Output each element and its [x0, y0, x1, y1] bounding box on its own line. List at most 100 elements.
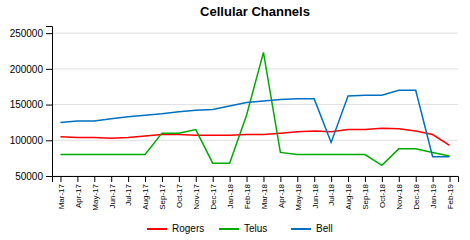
x-tick-label: Nov-18: [395, 183, 404, 209]
x-tick: Jan-18: [226, 176, 235, 208]
x-tick-mark: [128, 176, 129, 182]
x-tick-mark: [60, 176, 61, 182]
legend-swatch: [219, 228, 239, 230]
x-tick: Dec-17: [209, 176, 218, 210]
x-tick: Aug-17: [141, 176, 150, 210]
x-tick: Mar-17: [57, 176, 66, 209]
x-tick: Aug-18: [344, 176, 353, 210]
x-tick-label: Dec-17: [209, 183, 218, 209]
x-tick-label: Jan-19: [429, 183, 438, 208]
legend-label: Rogers: [172, 223, 204, 234]
x-tick-label: Oct-17: [175, 183, 184, 208]
legend-item: Bell: [291, 223, 333, 234]
x-tick-label: Nov-17: [192, 183, 201, 209]
chart: 50000 100000 150000 200000 250000 Mar-17 Apr-1…: [0, 0, 470, 240]
x-tick-label: May-18: [294, 183, 303, 210]
x-tick-label: Aug-18: [344, 183, 353, 209]
x-tick: Jun-17: [108, 176, 117, 208]
x-tick-label: May-17: [91, 183, 100, 210]
x-tick-label: Mar-17: [57, 183, 66, 209]
x-tick: Sep-17: [158, 176, 167, 210]
y-axis-line: [46, 27, 53, 177]
legend: Rogers Telus Bell: [147, 223, 333, 234]
x-tick: Mar-18: [260, 176, 269, 209]
x-tick: Jan-19: [429, 176, 438, 208]
x-tick-mark: [196, 176, 197, 182]
x-tick-label: Jun-18: [311, 183, 320, 208]
x-tick-mark: [111, 176, 112, 182]
x-tick-mark: [162, 176, 163, 182]
legend-item: Telus: [219, 223, 267, 234]
x-tick-label: Jul-18: [327, 183, 336, 205]
x-tick: Oct-18: [378, 176, 387, 208]
y-tick-label: 150000: [10, 99, 44, 110]
x-tick: Apr-18: [277, 176, 286, 208]
plot: 50000 100000 150000 200000 250000 Mar-17 Apr-1…: [10, 27, 459, 211]
x-tick: Jul-18: [327, 176, 336, 206]
x-tick-mark: [450, 176, 451, 182]
x-tick-label: Mar-18: [260, 183, 269, 209]
x-tick-mark: [297, 176, 298, 182]
x-tick-label: Dec-18: [412, 183, 421, 209]
y-tick: 150000: [10, 99, 52, 110]
series-line: [60, 128, 449, 145]
title: Cellular Channels: [200, 4, 310, 19]
x-tick-mark: [247, 176, 248, 182]
grid-line: [52, 33, 458, 34]
x-tick: Sep-18: [361, 176, 370, 210]
y-tick-mark: [46, 105, 52, 106]
legend-swatch: [147, 228, 167, 230]
y-tick: 250000: [10, 28, 52, 39]
lines: [60, 52, 449, 165]
x-tick-mark: [230, 176, 231, 182]
y-tick: 100000: [10, 135, 52, 146]
series-line: [60, 52, 449, 165]
x-tick-mark: [416, 176, 417, 182]
x-tick: Oct-17: [175, 176, 184, 208]
x-tick: Apr-17: [74, 176, 83, 208]
y-tick: 50000: [15, 171, 52, 182]
x-tick: Feb-19: [446, 176, 455, 209]
x-tick: Nov-18: [395, 176, 404, 210]
x-tick-mark: [280, 176, 281, 182]
grid-line: [52, 68, 458, 69]
x-tick-label: Sep-18: [361, 183, 370, 209]
x-tick: Dec-18: [412, 176, 421, 210]
legend-item: Rogers: [147, 223, 204, 234]
x-tick-mark: [77, 176, 78, 182]
x-tick-mark: [314, 176, 315, 182]
series-line: [60, 90, 449, 156]
x-tick-mark: [145, 176, 146, 182]
y-tick: 200000: [10, 64, 52, 75]
x-tick-label: Oct-18: [378, 183, 387, 208]
legend-swatch: [291, 228, 311, 230]
x-tick: Jul-17: [124, 176, 133, 206]
x-tick: May-18: [294, 176, 303, 211]
y-tick-label: 50000: [15, 171, 43, 182]
y-tick-mark: [46, 69, 52, 70]
x-tick: May-17: [91, 176, 100, 211]
x-tick-label: Feb-19: [446, 183, 455, 209]
x-axis: Mar-17 Apr-17 May-17 Jun-17 Jul-17 Aug-17 Sep-…: [53, 176, 459, 211]
y-tick-mark: [46, 176, 52, 177]
y-tick-mark: [46, 33, 52, 34]
x-tick-mark: [263, 176, 264, 182]
x-tick-label: Apr-18: [277, 183, 286, 208]
x-tick-label: Apr-17: [74, 183, 83, 208]
x-tick: Nov-17: [192, 176, 201, 210]
x-tick-mark: [399, 176, 400, 182]
x-tick-mark: [213, 176, 214, 182]
x-tick-label: Aug-17: [141, 183, 150, 209]
x-tick-label: Jun-17: [108, 183, 117, 208]
x-tick-mark: [348, 176, 349, 182]
x-tick-mark: [433, 176, 434, 182]
x-tick-mark: [365, 176, 366, 182]
y-tick-label: 250000: [10, 28, 44, 39]
x-tick-label: Sep-17: [158, 183, 167, 209]
y-tick-mark: [46, 140, 52, 141]
grid-line: [52, 104, 458, 105]
x-tick-mark: [94, 176, 95, 182]
x-tick-label: Feb-18: [243, 183, 252, 209]
grid: [52, 33, 458, 176]
x-tick-mark: [382, 176, 383, 182]
